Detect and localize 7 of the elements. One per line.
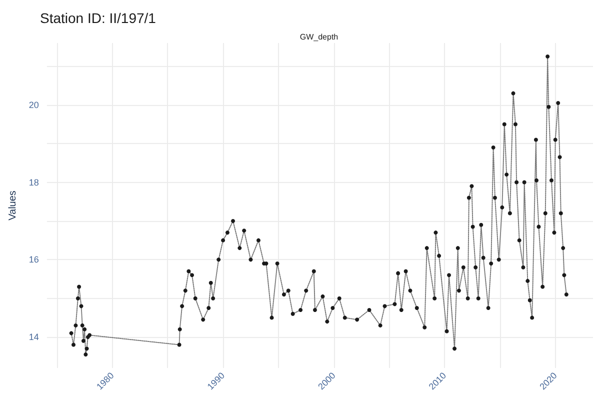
y-tick-label: 20 bbox=[28, 100, 39, 110]
chart-title: Station ID: II/197/1 bbox=[40, 10, 156, 26]
y-tick-label: 16 bbox=[28, 254, 39, 265]
y-tick-label: 14 bbox=[28, 332, 39, 342]
chart-subtitle: GW_depth bbox=[300, 32, 338, 42]
y-axis-title: Values bbox=[8, 190, 18, 220]
y-tick-label: 18 bbox=[28, 177, 39, 188]
